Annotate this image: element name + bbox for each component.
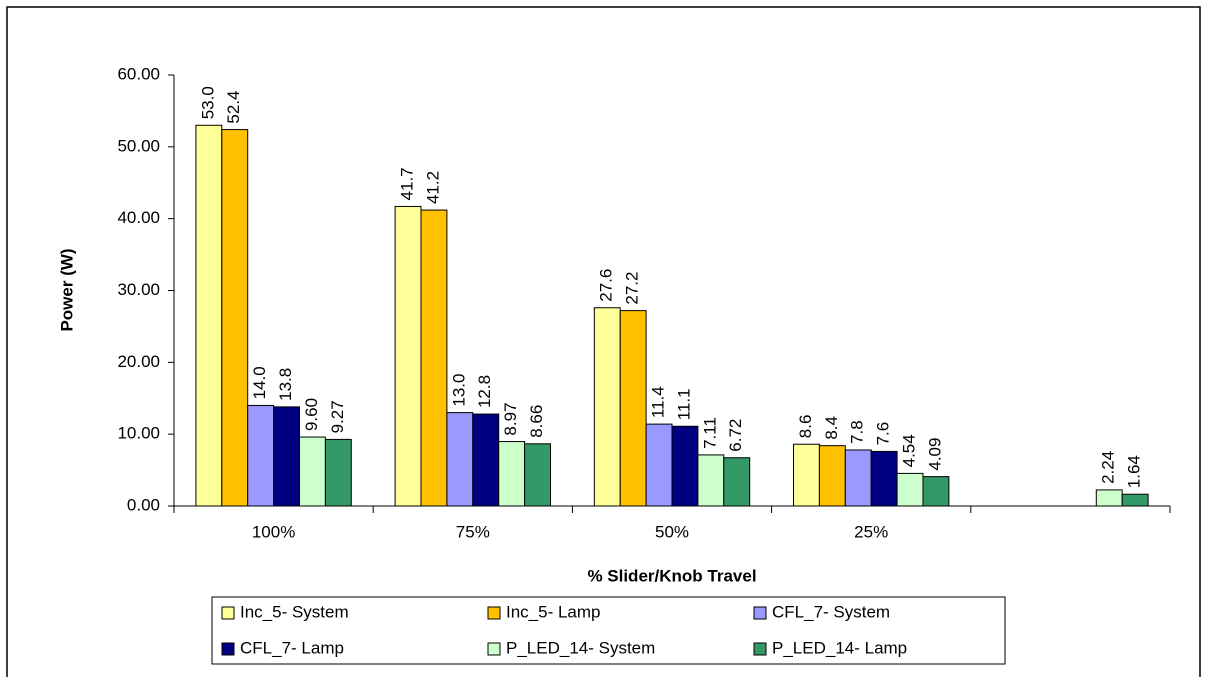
- legend-box: [211, 596, 1006, 665]
- bar: [273, 406, 300, 507]
- y-tick-label: 10.00: [117, 424, 160, 443]
- value-label: 13.0: [449, 374, 468, 407]
- y-tick-label: 40.00: [117, 208, 160, 227]
- value-label: 12.8: [475, 375, 494, 408]
- bar: [818, 445, 846, 507]
- value-label: 8.6: [796, 415, 815, 439]
- x-tick-label: 25%: [854, 522, 888, 541]
- value-label: 27.2: [623, 272, 642, 305]
- value-label: 41.7: [398, 167, 417, 200]
- value-label: 1.64: [1125, 455, 1144, 488]
- bar: [472, 413, 500, 507]
- bar: [697, 454, 725, 507]
- legend-label: P_LED_14- Lamp: [772, 638, 907, 657]
- legend-swatch: [753, 642, 767, 656]
- bar: [671, 425, 699, 507]
- value-label: 2.24: [1099, 451, 1118, 484]
- bar: [1095, 489, 1123, 507]
- bar: [298, 436, 326, 507]
- bar: [1121, 493, 1149, 507]
- legend-swatch: [753, 606, 767, 620]
- value-label: 8.66: [527, 405, 546, 438]
- value-label: 8.4: [822, 416, 841, 440]
- bar: [896, 472, 924, 507]
- value-label: 4.09: [925, 438, 944, 471]
- value-label: 7.6: [874, 422, 893, 446]
- value-label: 27.6: [597, 269, 616, 302]
- legend-label: Inc_5- System: [240, 602, 349, 621]
- bar: [420, 209, 448, 507]
- value-label: 9.27: [328, 400, 347, 433]
- bar: [195, 124, 223, 507]
- x-tick-label: 50%: [655, 522, 689, 541]
- legend-label: P_LED_14- System: [506, 638, 655, 657]
- value-label: 52.4: [224, 90, 243, 123]
- value-label: 7.8: [848, 420, 867, 444]
- bar: [870, 450, 898, 507]
- bar: [247, 404, 275, 507]
- bar: [593, 307, 621, 507]
- x-axis-title: % Slider/Knob Travel: [587, 566, 756, 585]
- bar: [844, 449, 872, 507]
- bar: [394, 205, 422, 507]
- value-label: 53.0: [198, 86, 217, 119]
- value-label: 9.60: [302, 398, 321, 431]
- legend-swatch: [487, 642, 501, 656]
- bar: [723, 457, 751, 507]
- value-label: 6.72: [726, 419, 745, 452]
- y-tick-label: 50.00: [117, 136, 160, 155]
- value-label: 11.4: [649, 386, 668, 418]
- value-label: 41.2: [423, 171, 442, 204]
- bar: [793, 443, 820, 507]
- bar: [498, 441, 526, 507]
- value-label: 14.0: [250, 366, 269, 399]
- value-label: 8.97: [501, 402, 520, 435]
- y-tick-label: 30.00: [117, 280, 160, 299]
- legend-label: Inc_5- Lamp: [506, 602, 601, 621]
- y-axis-title: Power (W): [57, 248, 76, 331]
- x-tick-label: 100%: [252, 522, 295, 541]
- bar: [524, 443, 551, 507]
- value-label: 13.8: [276, 368, 295, 401]
- legend-label: CFL_7- Lamp: [240, 638, 344, 657]
- y-tick-label: 60.00: [117, 64, 160, 83]
- bar: [922, 476, 950, 507]
- bar: [324, 438, 352, 507]
- y-tick-label: 0.00: [127, 495, 160, 514]
- value-label: 11.1: [674, 388, 693, 420]
- y-tick-label: 20.00: [117, 352, 160, 371]
- legend-swatch: [487, 606, 501, 620]
- value-label: 4.54: [900, 434, 919, 467]
- value-label: 7.11: [700, 417, 719, 449]
- x-tick-label: 75%: [456, 522, 490, 541]
- legend-swatch: [221, 642, 235, 656]
- bar: [619, 310, 647, 507]
- bar: [446, 412, 474, 507]
- bar: [221, 129, 249, 507]
- legend-label: CFL_7- System: [772, 602, 890, 621]
- legend-swatch: [221, 606, 235, 620]
- bar: [645, 423, 673, 507]
- chart-frame: [6, 6, 1201, 677]
